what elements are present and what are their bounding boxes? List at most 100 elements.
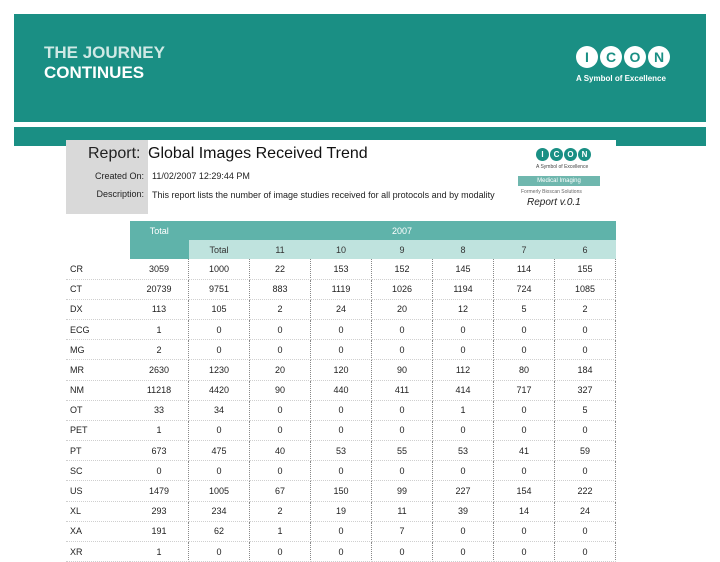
table-cell: 2 bbox=[249, 501, 311, 522]
table-cell: 0 bbox=[188, 420, 250, 442]
table-row: US 1479 1005 67 150 99 227 154 222 bbox=[66, 480, 616, 502]
report-header: Report: Created On: Description: Global … bbox=[66, 140, 616, 214]
table-cell: 475 bbox=[188, 440, 250, 462]
table-cell: 1 bbox=[432, 400, 494, 421]
table-cell: 150 bbox=[310, 480, 372, 502]
table-body: CR 3059 1000 22 153 152 145 114 155 CT 20739 9751 88… bbox=[66, 259, 616, 562]
table-cell: 0 bbox=[249, 319, 311, 341]
subheader-cell: 7 bbox=[493, 240, 555, 260]
icon-logo: I C O N bbox=[576, 46, 670, 68]
table-row: PT 673 475 40 53 55 53 41 59 bbox=[66, 440, 616, 462]
modality-label: ECG bbox=[66, 319, 130, 341]
table-cell: 53 bbox=[432, 440, 494, 462]
table-cell: 0 bbox=[371, 319, 433, 341]
table-row: SC 0 0 0 0 0 0 0 0 bbox=[66, 460, 616, 482]
table-cell: 59 bbox=[554, 440, 616, 462]
table-cell: 2630 bbox=[130, 359, 189, 381]
table-cell: 440 bbox=[310, 380, 372, 401]
table-cell: 293 bbox=[130, 501, 189, 522]
corner-cell bbox=[66, 240, 130, 260]
table-cell: 0 bbox=[249, 400, 311, 421]
corner-cell bbox=[66, 221, 130, 241]
table-cell: 20739 bbox=[130, 279, 189, 300]
table-row: XA 191 62 1 0 7 0 0 0 bbox=[66, 521, 616, 543]
table-cell: 1 bbox=[130, 541, 189, 562]
table-cell: 0 bbox=[249, 339, 311, 361]
table-cell: 40 bbox=[249, 440, 311, 462]
table-cell: 0 bbox=[310, 521, 372, 543]
modality-label: OT bbox=[66, 400, 130, 421]
table-cell: 234 bbox=[188, 501, 250, 522]
table-cell: 0 bbox=[554, 541, 616, 562]
table-cell: 411 bbox=[371, 380, 433, 401]
table-cell: 1 bbox=[249, 521, 311, 543]
table-cell: 0 bbox=[310, 420, 372, 442]
modality-label: MR bbox=[66, 359, 130, 381]
modality-label: CR bbox=[66, 259, 130, 280]
table-cell: 0 bbox=[188, 319, 250, 341]
table-cell: 0 bbox=[432, 541, 494, 562]
medical-imaging-label: Medical Imaging bbox=[518, 176, 600, 186]
report-logo-letter: N bbox=[578, 148, 591, 161]
table-cell: 55 bbox=[371, 440, 433, 462]
formerly-label: Formerly Bioscan Solutions bbox=[521, 189, 582, 195]
created-value: 11/02/2007 12:29:44 PM bbox=[152, 171, 250, 181]
subheader-cell: 9 bbox=[371, 240, 433, 260]
table-cell: 0 bbox=[188, 339, 250, 361]
slide-title-line1: THE JOURNEY bbox=[44, 43, 165, 62]
report-logo-tagline: A Symbol of Excellence bbox=[536, 164, 589, 170]
table-cell: 1119 bbox=[310, 279, 372, 300]
table-cell: 113 bbox=[130, 299, 189, 320]
subheader-cell: 8 bbox=[432, 240, 494, 260]
table-cell: 1194 bbox=[432, 279, 494, 300]
table-row: DX 113 105 2 24 20 12 5 2 bbox=[66, 299, 616, 320]
table-cell: 105 bbox=[188, 299, 250, 320]
table-cell: 80 bbox=[493, 359, 555, 381]
description-label: Description: bbox=[96, 189, 144, 199]
table-row: PET 1 0 0 0 0 0 0 0 bbox=[66, 420, 616, 442]
table-cell: 12 bbox=[432, 299, 494, 320]
table-row: MG 2 0 0 0 0 0 0 0 bbox=[66, 339, 616, 361]
table-cell: 0 bbox=[310, 541, 372, 562]
table-row: CR 3059 1000 22 153 152 145 114 155 bbox=[66, 259, 616, 280]
table-cell: 2 bbox=[249, 299, 311, 320]
table-cell: 0 bbox=[493, 521, 555, 543]
table-cell: 0 bbox=[371, 420, 433, 442]
table-row: NM 11218 4420 90 440 411 414 717 327 bbox=[66, 380, 616, 401]
slide-title: THE JOURNEY CONTINUES bbox=[44, 43, 165, 83]
logo-letter-n: N bbox=[648, 46, 670, 68]
header-total: Total bbox=[130, 221, 189, 241]
table-cell: 11 bbox=[371, 501, 433, 522]
table-cell: 1230 bbox=[188, 359, 250, 381]
table-cell: 11218 bbox=[130, 380, 189, 401]
created-label: Created On: bbox=[94, 171, 144, 181]
table-cell: 0 bbox=[249, 460, 311, 482]
table-cell: 191 bbox=[130, 521, 189, 543]
modality-label: CT bbox=[66, 279, 130, 300]
table-cell: 673 bbox=[130, 440, 189, 462]
logo-tagline: A Symbol of Excellence bbox=[576, 74, 666, 83]
table-cell: 152 bbox=[371, 259, 433, 280]
logo-letter-c: C bbox=[600, 46, 622, 68]
table-cell: 1026 bbox=[371, 279, 433, 300]
modality-label: SC bbox=[66, 460, 130, 482]
table-cell: 41 bbox=[493, 440, 555, 462]
table-cell: 0 bbox=[249, 541, 311, 562]
table-row: OT 33 34 0 0 0 1 0 5 bbox=[66, 400, 616, 421]
table-cell: 67 bbox=[249, 480, 311, 502]
modality-label: PT bbox=[66, 440, 130, 462]
modality-label: NM bbox=[66, 380, 130, 401]
table-cell: 20 bbox=[371, 299, 433, 320]
report-logo-letter: C bbox=[550, 148, 563, 161]
table-cell: 0 bbox=[554, 339, 616, 361]
report-logo: I C O N bbox=[536, 148, 591, 161]
table-cell: 0 bbox=[310, 460, 372, 482]
table-cell: 184 bbox=[554, 359, 616, 381]
table-cell: 7 bbox=[371, 521, 433, 543]
table-cell: 0 bbox=[554, 420, 616, 442]
table-cell: 90 bbox=[371, 359, 433, 381]
table-cell: 9751 bbox=[188, 279, 250, 300]
table-cell: 0 bbox=[432, 420, 494, 442]
table-cell: 0 bbox=[432, 521, 494, 543]
report-logo-letter: I bbox=[536, 148, 549, 161]
